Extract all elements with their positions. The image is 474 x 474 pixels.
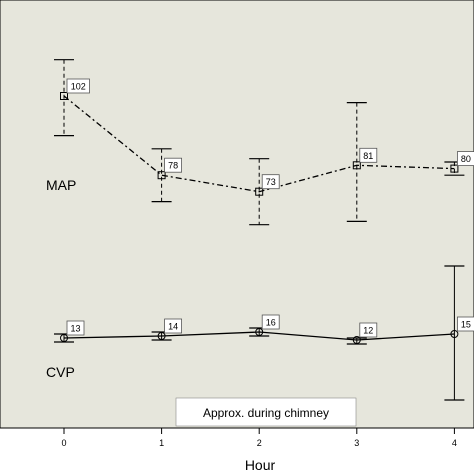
data-label: 16 — [261, 314, 280, 330]
data-label: 81 — [359, 147, 378, 163]
data-label-text: 102 — [71, 82, 86, 92]
data-label: 12 — [359, 322, 378, 338]
data-label-box — [261, 314, 280, 330]
error-bar — [444, 265, 465, 401]
data-label-box — [164, 157, 183, 173]
x-tick-label: 3 — [354, 438, 359, 448]
data-label: 78 — [164, 157, 183, 173]
x-tick-label: 2 — [257, 438, 262, 448]
data-label-text: 16 — [266, 318, 276, 328]
data-label-box — [261, 174, 280, 190]
x-tick-label: 4 — [452, 438, 457, 448]
data-point — [157, 332, 166, 340]
data-label: 14 — [164, 318, 183, 334]
annotation-box: Approx. during chimney — [175, 397, 357, 427]
data-label-box — [164, 318, 183, 334]
data-label-text: 15 — [461, 320, 471, 330]
data-point — [255, 187, 264, 196]
data-point — [352, 161, 361, 170]
data-point — [60, 334, 68, 342]
data-label-box — [359, 147, 378, 163]
data-label-text: 78 — [168, 161, 178, 171]
data-label-text: 80 — [461, 154, 471, 164]
data-label-box — [359, 322, 378, 338]
data-label: 80 — [456, 151, 474, 167]
x-axis-title: Hour — [245, 457, 276, 473]
data-label: 102 — [66, 78, 90, 94]
series-layer: 102 78 73 81 80 13 14 16 12 15 — [54, 59, 474, 401]
data-label: 73 — [261, 174, 280, 190]
series-label-map: MAP — [46, 177, 76, 193]
plot-area — [0, 0, 474, 429]
data-label-text: 14 — [168, 322, 178, 332]
error-bar — [249, 158, 270, 226]
data-label: 15 — [456, 316, 474, 332]
data-label-box — [456, 151, 474, 167]
x-tick-label: 1 — [159, 438, 164, 448]
data-point — [450, 164, 459, 173]
data-label-text: 13 — [70, 324, 80, 334]
series-map: 102 78 73 81 80 — [54, 59, 474, 226]
x-tick-label: 0 — [61, 438, 66, 448]
data-label-text: 73 — [266, 177, 276, 187]
data-label-text: 12 — [363, 326, 373, 336]
x-axis: 0 1 2 3 4 — [61, 428, 457, 448]
series-label-cvp: CVP — [46, 364, 75, 380]
data-point — [255, 328, 264, 336]
data-label-box — [456, 316, 474, 332]
data-label-text: 81 — [363, 151, 373, 161]
error-bar — [54, 59, 74, 137]
annotation-text: Approx. during chimney — [203, 406, 329, 420]
data-label-box — [66, 320, 85, 336]
data-label: 13 — [66, 320, 85, 336]
data-point — [157, 171, 166, 180]
data-point — [352, 336, 361, 344]
series-line-map — [63, 95, 455, 193]
series-cvp: 13 14 16 12 15 — [54, 265, 474, 401]
data-point — [60, 92, 68, 100]
data-point — [450, 330, 459, 338]
error-bar — [151, 148, 172, 203]
data-label-box — [66, 78, 90, 94]
